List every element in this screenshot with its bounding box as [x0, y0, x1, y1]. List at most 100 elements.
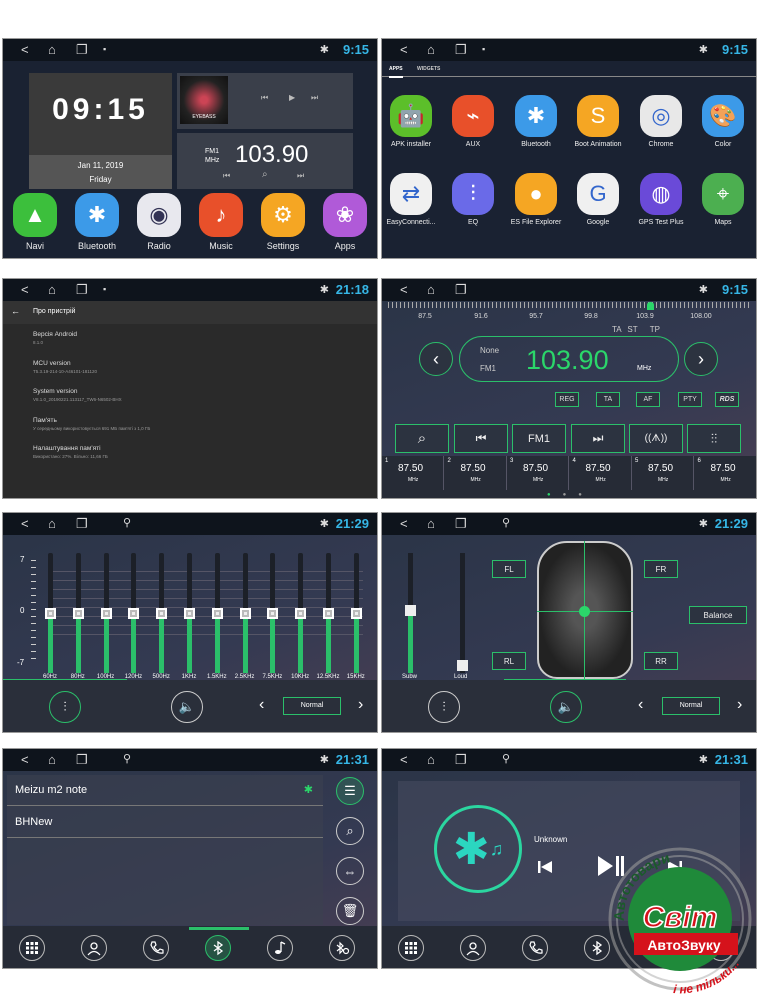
- home-button[interactable]: ⌂: [427, 42, 435, 57]
- screenshot-button[interactable]: ▪: [103, 284, 107, 294]
- app-navi[interactable]: ▲: [13, 193, 57, 237]
- preset-prev-arrow[interactable]: ‹: [259, 696, 265, 713]
- music-note-icon[interactable]: [267, 935, 293, 961]
- option-af[interactable]: AF: [636, 392, 660, 407]
- app-radio[interactable]: ◉: [137, 193, 181, 237]
- about-item[interactable]: MCU version T5.3.19-214-10-A46101-181120: [33, 360, 333, 374]
- apps-grid-icon[interactable]: [19, 935, 45, 961]
- app-bluetooth[interactable]: ✱: [75, 193, 119, 237]
- eq-slider-handle[interactable]: [72, 608, 84, 619]
- recents-button[interactable]: ❐: [76, 752, 88, 767]
- preset-button[interactable]: 3 87.50 MHz: [507, 456, 569, 490]
- drawer-app[interactable]: ⇄: [390, 173, 432, 215]
- back-button[interactable]: <: [400, 42, 408, 57]
- drawer-app[interactable]: ⫶: [452, 173, 494, 215]
- drawer-app[interactable]: ◎: [640, 95, 682, 137]
- connect-button[interactable]: ⇔: [336, 857, 364, 885]
- home-button[interactable]: ⌂: [48, 42, 56, 57]
- play-pause-button[interactable]: [598, 856, 624, 876]
- search-devices-button[interactable]: ⌕: [336, 817, 364, 845]
- search-icon[interactable]: ⌕: [262, 169, 268, 180]
- back-button[interactable]: <: [400, 282, 408, 297]
- about-item[interactable]: System version V8.1.0_20190221.113117_TW6…: [33, 388, 333, 402]
- eq-slider-handle[interactable]: [45, 608, 56, 619]
- about-item[interactable]: Версія Android 8.1.0: [33, 331, 333, 345]
- apps-grid-icon[interactable]: [398, 935, 424, 961]
- back-button[interactable]: <: [21, 516, 29, 531]
- rear-right-button[interactable]: RR: [644, 652, 678, 670]
- back-button[interactable]: <: [21, 282, 29, 297]
- drawer-app[interactable]: ⌁: [452, 95, 494, 137]
- eq-slider-handle[interactable]: [323, 608, 334, 619]
- balance-reset-button[interactable]: Balance: [689, 606, 747, 624]
- drawer-app[interactable]: ✱: [515, 95, 557, 137]
- drawer-app[interactable]: ●: [515, 173, 557, 215]
- recents-button[interactable]: ❐: [76, 516, 88, 531]
- about-item[interactable]: Налаштування пам'яті Використано: 27%. Ві…: [33, 445, 333, 459]
- preset-prev-arrow[interactable]: ‹: [638, 696, 644, 713]
- preset-button[interactable]: 1 87.50 MHz: [382, 456, 444, 490]
- eq-settings-button[interactable]: ⫶: [428, 691, 460, 723]
- radio-widget[interactable]: FM1 MHz 103.90 ⏮ ⌕ ⏭: [177, 133, 353, 189]
- option-ta[interactable]: TA: [596, 392, 620, 407]
- play-icon[interactable]: ▶: [289, 93, 296, 102]
- home-button[interactable]: ⌂: [48, 516, 56, 531]
- drawer-app[interactable]: 🎨: [702, 95, 744, 137]
- eq-slider-handle[interactable]: [184, 608, 195, 619]
- drawer-app[interactable]: ◍: [640, 173, 682, 215]
- home-button[interactable]: ⌂: [48, 752, 56, 767]
- home-button[interactable]: ⌂: [427, 282, 435, 297]
- equalizer-button[interactable]: ⫶⫶: [687, 424, 741, 453]
- preset-next-arrow[interactable]: ›: [737, 696, 743, 713]
- bluetooth-music-icon[interactable]: [584, 935, 610, 961]
- back-button[interactable]: <: [400, 516, 408, 531]
- eq-slider-handle[interactable]: [100, 608, 112, 619]
- contacts-icon[interactable]: [81, 935, 107, 961]
- sound-field-button[interactable]: 🔈: [550, 691, 582, 723]
- contacts-icon[interactable]: [460, 935, 486, 961]
- back-button[interactable]: <: [21, 42, 29, 57]
- frequency-ruler[interactable]: [388, 302, 750, 308]
- seek-back-icon[interactable]: ⏮: [223, 171, 231, 180]
- screenshot-button[interactable]: ▪: [482, 44, 486, 54]
- tab-widgets[interactable]: WIDGETS: [417, 66, 441, 72]
- app-settings[interactable]: ⚙: [261, 193, 305, 237]
- sound-field-button[interactable]: 🔈: [171, 691, 203, 723]
- preset-button[interactable]: 2 87.50 MHz: [445, 456, 507, 490]
- eq-slider-handle[interactable]: [156, 608, 168, 619]
- music-widget[interactable]: EYEBASS ⏮ ▶ ⏭: [177, 73, 353, 129]
- device-list-item[interactable]: Meizu m2 note ✱: [7, 775, 323, 806]
- subwoofer-slider[interactable]: [405, 553, 416, 673]
- previous-icon[interactable]: ⏮: [261, 93, 269, 102]
- preset-select[interactable]: Normal: [662, 697, 720, 715]
- app-apps[interactable]: ❀: [323, 193, 367, 237]
- back-button[interactable]: <: [21, 752, 29, 767]
- recents-button[interactable]: ❐: [455, 516, 467, 531]
- eq-slider-handle[interactable]: [211, 608, 223, 619]
- tab-apps[interactable]: APPS: [389, 66, 403, 78]
- front-left-button[interactable]: FL: [492, 560, 526, 578]
- preset-next-arrow[interactable]: ›: [358, 696, 364, 713]
- eq-slider-handle[interactable]: [239, 608, 251, 619]
- phone-icon[interactable]: [143, 935, 169, 961]
- delete-device-button[interactable]: 🗑: [336, 897, 364, 925]
- front-right-button[interactable]: FR: [644, 560, 678, 578]
- recents-button[interactable]: ❐: [76, 282, 88, 297]
- phone-icon[interactable]: [522, 935, 548, 961]
- next-icon[interactable]: ⏭: [311, 93, 319, 102]
- previous-button[interactable]: ⏮: [454, 424, 508, 453]
- drawer-app[interactable]: ⌖: [702, 173, 744, 215]
- clock-widget[interactable]: 09:15 Jan 11, 2019 Friday: [29, 73, 172, 189]
- band-button[interactable]: FM1: [512, 424, 566, 453]
- eq-slider-handle[interactable]: [128, 608, 140, 619]
- preset-button[interactable]: 5 87.50 MHz: [632, 456, 694, 490]
- home-button[interactable]: ⌂: [427, 516, 435, 531]
- next-button[interactable]: ⏭: [571, 424, 625, 453]
- seek-up-button[interactable]: ›: [684, 342, 718, 376]
- loudness-slider[interactable]: [457, 553, 468, 673]
- recents-button[interactable]: ❐: [455, 42, 467, 57]
- eq-slider-handle[interactable]: [267, 608, 279, 619]
- eq-slider-handle[interactable]: [295, 608, 307, 619]
- search-button[interactable]: ⌕: [395, 424, 449, 453]
- seek-forward-icon[interactable]: ⏭: [297, 171, 305, 180]
